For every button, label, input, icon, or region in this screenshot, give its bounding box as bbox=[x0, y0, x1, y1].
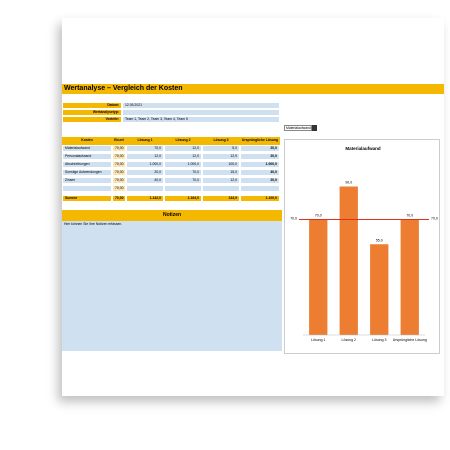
chart-title: Materialaufwand bbox=[345, 146, 381, 151]
table-cell: 40,0 bbox=[126, 177, 164, 184]
table-cell: 5,0 bbox=[202, 145, 240, 152]
table-total-cell: 1.142,0 bbox=[126, 195, 164, 202]
reference-label: 70,0 bbox=[290, 217, 297, 221]
table-cell: 20,0 bbox=[240, 177, 280, 184]
table-header: Ursprüngliche Lösung bbox=[240, 137, 280, 145]
table-cell: 40,0 bbox=[240, 169, 280, 176]
info-value bbox=[122, 109, 280, 116]
table-cell: 12,0 bbox=[126, 153, 164, 160]
x-label: Lösung 1 bbox=[311, 338, 325, 342]
table-cell: 20,0 bbox=[240, 153, 280, 160]
bar-label: 70,0 bbox=[315, 214, 322, 218]
table-cell: Sonstige Aufwendungen bbox=[62, 169, 112, 176]
table-cell: 1.000,0 bbox=[240, 161, 280, 168]
table-cell bbox=[164, 185, 202, 192]
table-header: Lösung 3 bbox=[202, 137, 240, 145]
table-cell: 70,00 bbox=[112, 145, 126, 152]
table-total-cell: 70,00 bbox=[112, 195, 126, 202]
reference-label: 70,0 bbox=[431, 217, 438, 221]
notes-text: Hier können Sie Ihre Notizen erfassen. bbox=[64, 222, 123, 226]
table-cell: 20,0 bbox=[240, 145, 280, 152]
table-header: Lösung 2 bbox=[164, 137, 202, 145]
bar bbox=[339, 186, 358, 335]
sheet: Wertanalyse – Vergleich der Kosten Mater… bbox=[62, 18, 444, 396]
table-total-cell: 1.164,0 bbox=[164, 195, 202, 202]
table-cell: Personalaufwand bbox=[62, 153, 112, 160]
table-cell: 70,00 bbox=[112, 169, 126, 176]
table-cell bbox=[202, 185, 240, 192]
table-cell: 1.000,0 bbox=[126, 161, 164, 168]
info-value: 12.05.2021 bbox=[122, 102, 280, 109]
info-label: Vorteile: bbox=[62, 116, 122, 123]
table-header: Kosten bbox=[62, 137, 112, 145]
bar bbox=[400, 219, 419, 335]
table-cell: 70,0 bbox=[164, 169, 202, 176]
title: Wertanalyse – Vergleich der Kosten bbox=[62, 84, 444, 94]
table-cell bbox=[62, 185, 112, 192]
table-cell: 1.000,0 bbox=[164, 161, 202, 168]
info-label: Wertanalysetyp: bbox=[62, 109, 122, 116]
table-total-cell: 144,9 bbox=[202, 195, 240, 202]
table-total-cell: Summe bbox=[62, 195, 112, 202]
table-cell: 12,9 bbox=[202, 153, 240, 160]
table-cell: 20,0 bbox=[126, 169, 164, 176]
notes-body: Hier können Sie Ihre Notizen erfassen. bbox=[62, 221, 282, 351]
table-cell bbox=[240, 185, 280, 192]
table-cell: 70,0 bbox=[164, 177, 202, 184]
dropdown-arrow[interactable] bbox=[312, 125, 317, 131]
bar-label: 90,0 bbox=[345, 181, 352, 185]
table-header: Lösung 1 bbox=[126, 137, 164, 145]
table-cell: 70,0 bbox=[126, 145, 164, 152]
bar-label: 70,0 bbox=[406, 214, 413, 218]
table-cell: 70,00 bbox=[112, 185, 126, 192]
notes-title: Notizen bbox=[62, 210, 282, 221]
bar bbox=[370, 244, 389, 335]
table-cell: 12,0 bbox=[202, 177, 240, 184]
table-cell: 12,0 bbox=[164, 145, 202, 152]
info-value: Team 1, Team 2, Team 3, Team 4, Team 5 bbox=[122, 116, 280, 123]
table-cell: 12,0 bbox=[164, 153, 202, 160]
table-cell: 15,0 bbox=[202, 169, 240, 176]
x-label: Lösung 3 bbox=[372, 338, 386, 342]
table-cell: Materialaufwand bbox=[62, 145, 112, 152]
table-cell: 70,00 bbox=[112, 177, 126, 184]
x-label: Ursprüngliche Lösung bbox=[393, 338, 427, 342]
table-cell bbox=[126, 185, 164, 192]
chart: Materialaufwand 70,0 Lösung 1 90,0 Lösung 2… bbox=[284, 139, 440, 354]
table-cell: Zinsen bbox=[62, 177, 112, 184]
info-label: Datum: bbox=[62, 102, 122, 109]
table-cell: Abschreibungen bbox=[62, 161, 112, 168]
table-cell: 100,0 bbox=[202, 161, 240, 168]
table-cell: 70,00 bbox=[112, 161, 126, 168]
dropdown-label: Materialaufwand bbox=[286, 126, 311, 130]
dropdown[interactable]: Materialaufwand bbox=[284, 125, 312, 131]
bar bbox=[309, 219, 328, 335]
bar-label: 55,0 bbox=[376, 238, 383, 242]
x-label: Lösung 2 bbox=[342, 338, 356, 342]
table-header: Einzel bbox=[112, 137, 126, 145]
table-total-cell: 1.100,0 bbox=[240, 195, 280, 202]
table-cell: 70,00 bbox=[112, 153, 126, 160]
